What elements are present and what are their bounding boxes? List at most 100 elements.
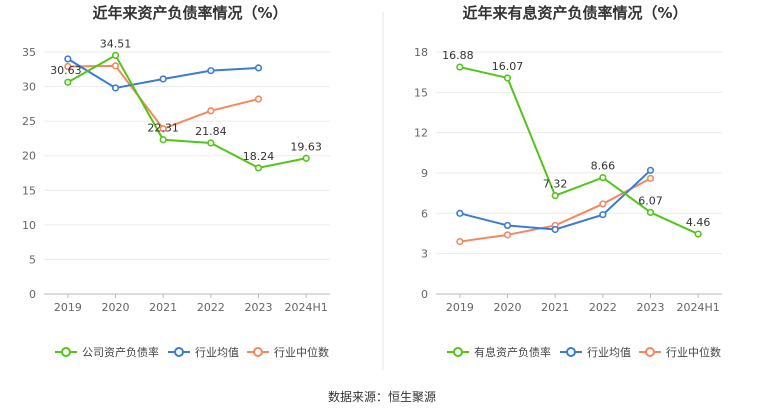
chart-title: 近年来资产负债率情况（%） bbox=[92, 4, 287, 22]
grid bbox=[44, 51, 330, 260]
company-data-point bbox=[159, 136, 167, 144]
legend-marker bbox=[61, 347, 71, 357]
company-data-point bbox=[694, 230, 702, 238]
industry_avg-data-point bbox=[599, 211, 607, 219]
y-tick-label: 15 bbox=[22, 184, 36, 197]
x-tick-label: 2020 bbox=[102, 301, 130, 314]
y-tick-label: 25 bbox=[22, 115, 36, 128]
company-data-point bbox=[503, 74, 512, 82]
industry_avg-data-point bbox=[64, 55, 72, 63]
grid bbox=[436, 51, 722, 255]
x-tick-label: 2024H1 bbox=[677, 301, 720, 314]
data-label: 16.88 bbox=[442, 49, 474, 62]
data-labels: 16.88 16.07 7.32 8.66 6.07 4.46 bbox=[442, 49, 710, 229]
industry_avg-data-point bbox=[456, 209, 464, 217]
company-data-point bbox=[207, 139, 215, 147]
data-label: 21.84 bbox=[195, 125, 227, 138]
company-series-line bbox=[459, 66, 699, 235]
data-label: 30.63 bbox=[50, 64, 82, 77]
company-data-point bbox=[64, 78, 72, 86]
x-tick-label: 2020 bbox=[494, 301, 522, 314]
industry_avg-data-point bbox=[551, 225, 559, 234]
data-label: 22.31 bbox=[147, 122, 179, 135]
chart-title: 近年来有息资产负债率情况（%） bbox=[462, 4, 687, 22]
legend-item-industry_median[interactable]: 行业中位数 bbox=[247, 345, 329, 359]
data-label: 6.07 bbox=[638, 194, 663, 207]
industry_median-data-point bbox=[207, 107, 215, 115]
x-tick-label: 2024H1 bbox=[285, 301, 328, 314]
legend-marker bbox=[566, 347, 576, 357]
legend: 公司资产负债率 行业均值 行业中位数 bbox=[55, 345, 329, 359]
company-data-point bbox=[302, 154, 310, 162]
legend-item-industry_median[interactable]: 行业中位数 bbox=[639, 345, 721, 359]
y-tick-label: 0 bbox=[29, 288, 36, 301]
data-label: 16.07 bbox=[492, 60, 524, 73]
x-tick-label: 2019 bbox=[54, 301, 82, 314]
x-tick-label: 2022 bbox=[589, 301, 617, 314]
industry_avg-data-point bbox=[207, 67, 215, 75]
legend-marker bbox=[253, 347, 263, 357]
x-tick-label: 2021 bbox=[149, 301, 177, 314]
company-series-line bbox=[67, 54, 307, 169]
legend-label: 行业均值 bbox=[587, 346, 631, 359]
company-data-point bbox=[456, 63, 464, 71]
debt-ratio-chart: 近年来资产负债率情况（%） 0 5 10 15 20 25 30 35 2019 2020 2021… bbox=[22, 4, 330, 359]
y-tick-label: 9 bbox=[421, 167, 428, 180]
company-data-point bbox=[646, 208, 655, 216]
company-data-point bbox=[111, 51, 120, 59]
legend: 有息资产负债率 行业均值 行业中位数 bbox=[447, 345, 721, 359]
x-tick-label: 2021 bbox=[541, 301, 569, 314]
x-tick-label: 2023 bbox=[637, 301, 665, 314]
y-tick-label: 35 bbox=[22, 46, 36, 59]
industry_avg-data-point bbox=[254, 64, 263, 72]
industry_median-data-point bbox=[111, 62, 120, 70]
legend-marker bbox=[645, 347, 655, 357]
y-tick-label: 3 bbox=[421, 248, 428, 261]
y-tick-label: 30 bbox=[22, 81, 36, 94]
legend-label: 行业均值 bbox=[195, 346, 239, 359]
legend-label: 有息资产负债率 bbox=[474, 345, 551, 359]
company-data-point bbox=[599, 173, 607, 182]
interest-bearing-debt-ratio-chart: 近年来有息资产负债率情况（%） 0 3 6 9 12 15 18 2019 2020 2021 20… bbox=[414, 4, 722, 359]
legend-item-company[interactable]: 有息资产负债率 bbox=[447, 345, 551, 359]
industry_median-data-point bbox=[503, 231, 512, 239]
y-tick-label: 15 bbox=[414, 86, 428, 99]
industry_median-data-point bbox=[646, 174, 655, 182]
legend-item-industry_avg[interactable]: 行业均值 bbox=[168, 346, 239, 359]
data-label: 18.24 bbox=[243, 150, 275, 163]
y-tick-label: 20 bbox=[22, 150, 36, 163]
data-label: 19.63 bbox=[290, 140, 322, 153]
axes: 0 3 6 9 12 15 18 2019 2020 2021 2022 2023 2024H1 bbox=[414, 46, 722, 314]
industry_avg-data-point bbox=[646, 166, 655, 174]
y-tick-label: 12 bbox=[414, 127, 428, 140]
legend-marker bbox=[453, 347, 463, 357]
legend-item-industry_avg[interactable]: 行业均值 bbox=[560, 346, 631, 359]
industry_median-data-point bbox=[159, 125, 167, 133]
legend-item-company[interactable]: 公司资产负债率 bbox=[55, 345, 159, 359]
legend-label: 行业中位数 bbox=[666, 345, 721, 359]
industry_median-data-point bbox=[254, 95, 263, 103]
company-data-point bbox=[254, 164, 263, 172]
legend-marker bbox=[174, 347, 184, 357]
industry_avg-data-point bbox=[159, 75, 167, 83]
y-tick-label: 18 bbox=[414, 46, 428, 59]
x-tick-label: 2019 bbox=[446, 301, 474, 314]
y-tick-label: 10 bbox=[22, 219, 36, 232]
industry_median-data-point bbox=[599, 200, 607, 208]
legend-label: 公司资产负债率 bbox=[82, 345, 159, 359]
data-label: 34.51 bbox=[100, 37, 132, 50]
company-data-point bbox=[551, 191, 559, 200]
data-source: 数据来源：恒生聚源 bbox=[328, 389, 436, 404]
axes: 0 5 10 15 20 25 30 35 2019 2020 2021 2022 2023 2024H1 bbox=[22, 46, 330, 314]
y-tick-label: 6 bbox=[421, 207, 428, 220]
y-tick-label: 5 bbox=[29, 253, 36, 266]
industry_avg-series-line bbox=[67, 58, 259, 90]
data-labels: 30.63 34.51 22.31 21.84 18.24 19.63 bbox=[50, 37, 322, 162]
industry_avg-data-point bbox=[111, 84, 120, 92]
industry_avg-data-point bbox=[503, 221, 512, 230]
series bbox=[64, 51, 310, 172]
data-label: 7.32 bbox=[543, 178, 568, 191]
y-tick-label: 0 bbox=[421, 288, 428, 301]
legend-label: 行业中位数 bbox=[274, 345, 329, 359]
